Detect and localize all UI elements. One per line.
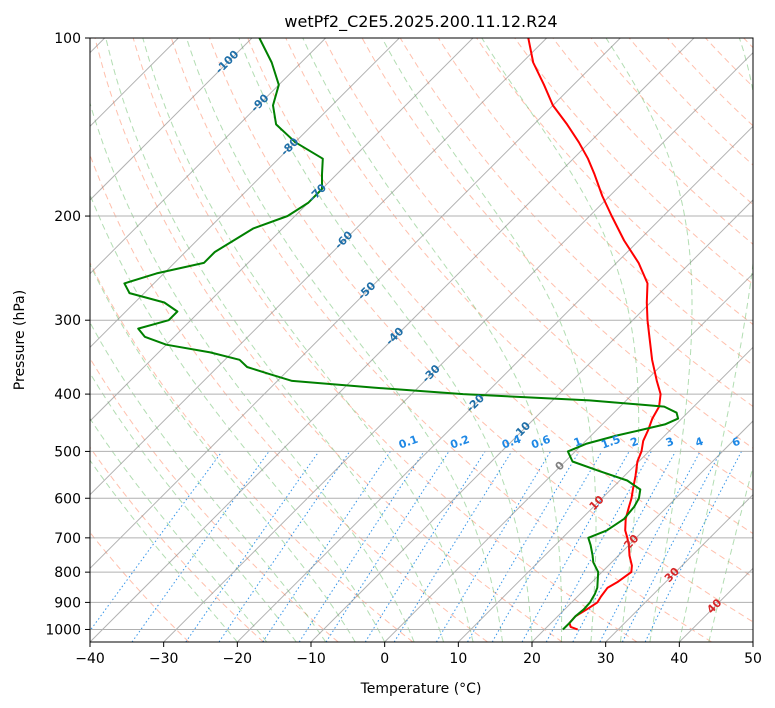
isotherm-line <box>236 125 753 642</box>
x-tick-label: −10 <box>296 651 326 667</box>
plot-frame <box>89 37 754 643</box>
x-tick-label: −40 <box>75 651 105 667</box>
mixing-ratio-label: 1.5 <box>600 433 623 452</box>
isotherm-line <box>90 38 400 349</box>
mixing-ratio-line <box>325 451 450 642</box>
temperature-line <box>527 38 662 631</box>
moist-adiabat <box>678 38 753 642</box>
dry-adiabat <box>476 38 753 326</box>
isobar-grid <box>90 38 753 630</box>
y-tick-label: 600 <box>54 491 81 507</box>
dry-adiabat <box>170 38 712 642</box>
moist-adiabat <box>238 38 533 642</box>
mixing-ratio-label: 0.2 <box>448 433 471 452</box>
isotherm-line <box>90 38 695 642</box>
isotherm-line <box>90 38 621 570</box>
moist-adiabat <box>708 465 753 642</box>
mixing-ratio-label: 2 <box>629 435 641 450</box>
x-tick-label: 10 <box>449 651 467 667</box>
dry-adiabat <box>94 38 563 642</box>
dry-adiabat <box>132 38 638 642</box>
isotherm-line <box>310 199 753 642</box>
dry-adiabat <box>90 261 414 642</box>
moist-adiabat <box>105 38 445 642</box>
isotherm-line <box>605 493 753 642</box>
y-tick-label: 900 <box>54 595 81 611</box>
moist-adiabat <box>302 38 563 642</box>
mixing-ratio-line <box>644 451 742 642</box>
dry-adiabat <box>590 38 753 206</box>
x-tick-label: 40 <box>670 651 688 667</box>
mixing-ratio-label: 1 <box>572 435 584 450</box>
isotherm-line <box>90 38 327 275</box>
isotherms <box>90 38 753 642</box>
mixing-ratio-labels: 0.10.20.40.611.52346810131620253036 <box>397 433 742 452</box>
moist-adiabat <box>90 372 297 642</box>
y-tick-label: 400 <box>54 387 81 403</box>
isotherm-line <box>163 51 753 642</box>
moist-adiabat <box>381 38 597 642</box>
moist-adiabat <box>90 321 327 642</box>
dry-adiabat <box>90 446 264 642</box>
dry-adiabat <box>209 38 753 623</box>
isotherm-line <box>457 346 753 642</box>
mixing-ratio-label: 0.1 <box>397 433 420 452</box>
isotherm-line <box>531 420 753 642</box>
dry-adiabat <box>247 38 753 578</box>
mixing-ratio-line <box>621 451 722 642</box>
x-tick-label: 30 <box>597 651 615 667</box>
mixing-ratio-label: 0.4 <box>500 433 523 452</box>
moist-adiabat <box>90 459 238 642</box>
y-tick-label: 800 <box>54 565 81 581</box>
mixing-ratio-line <box>90 451 223 632</box>
mixing-ratio-label: 3 <box>664 435 676 450</box>
x-tick-label: 20 <box>523 651 541 667</box>
moist-adiabat <box>186 38 503 642</box>
mixing-ratio-line <box>262 451 391 642</box>
dry-adiabat <box>628 38 753 166</box>
mixing-ratio-line <box>185 451 320 642</box>
y-axis-title: Pressure (hPa) <box>12 290 28 390</box>
mixing-ratio-line <box>572 451 676 642</box>
y-tick-label: 1000 <box>45 622 81 638</box>
moist-adiabat <box>142 38 474 642</box>
moist-adiabat <box>90 417 268 642</box>
y-tick-label: 500 <box>54 444 81 460</box>
y-tick-label: 100 <box>54 31 81 47</box>
dry-adiabat <box>323 38 753 492</box>
plot-area: -100-90-80-70-60-50-40-30-20-10010203040… <box>90 38 753 642</box>
x-axis-title: Temperature (°C) <box>360 681 482 697</box>
dry-adiabat <box>399 38 753 408</box>
y-tick-label: 300 <box>54 313 81 329</box>
x-tick-label: −20 <box>223 651 253 667</box>
isotherm-line <box>384 272 753 642</box>
mixing-ratio-label: 4 <box>693 435 705 450</box>
x-tick-label: −30 <box>149 651 179 667</box>
mixing-ratio-line <box>521 451 630 642</box>
y-tick-label: 200 <box>54 209 81 225</box>
mixing-ratio-line <box>393 451 513 642</box>
y-tick-label: 700 <box>54 531 81 547</box>
dry-adiabat <box>514 38 753 285</box>
x-tick-label: 0 <box>380 651 389 667</box>
isotherm-line <box>90 38 474 422</box>
moist-adiabat <box>90 263 356 642</box>
mixing-ratio-line <box>545 451 652 642</box>
mixing-ratio-label: 0.6 <box>530 433 553 452</box>
mixing-ratio-lines <box>90 451 742 642</box>
axes: −40 −30 −20 −10 0 10 20 30 40 50 1000 900 800 700 600 5… <box>45 31 762 667</box>
mixing-ratio-line <box>218 451 351 642</box>
mixing-ratio-line <box>298 451 425 642</box>
x-tick-label: 50 <box>744 651 762 667</box>
dewpoint-line <box>123 38 680 631</box>
moist-adiabat <box>605 38 693 642</box>
chart-title: wetPf2_C2E5.2025.200.11.12.R24 <box>284 12 557 32</box>
mixing-ratio-label: 6 <box>730 435 742 450</box>
profiles <box>123 38 680 631</box>
isotherm-line <box>90 38 548 496</box>
isotherm-line <box>90 38 253 201</box>
